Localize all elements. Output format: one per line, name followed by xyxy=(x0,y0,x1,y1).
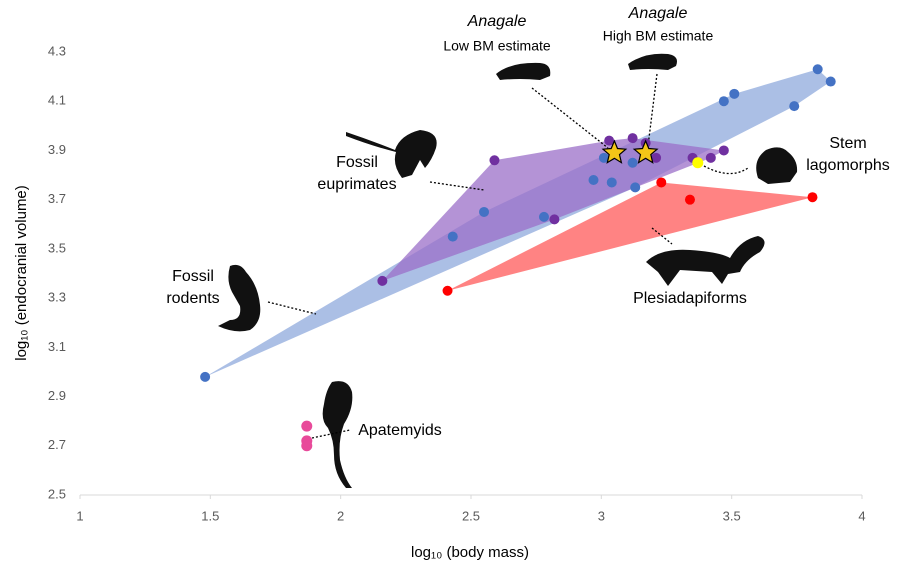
x-tick-label: 3 xyxy=(598,508,605,523)
skull-low xyxy=(496,63,550,80)
annotation: High BM estimate xyxy=(603,28,714,44)
point xyxy=(685,195,695,205)
y-axis-title: log₁₀ (endocranial volume) xyxy=(13,185,30,361)
point xyxy=(200,372,210,382)
point xyxy=(706,153,716,163)
x-axis-title: log₁₀ (body mass) xyxy=(411,544,529,561)
point xyxy=(656,177,666,187)
plesiadapiform-silhouette xyxy=(646,236,765,286)
annotation: Fossil xyxy=(336,154,378,171)
point xyxy=(479,207,489,217)
annotation: Low BM estimate xyxy=(443,38,551,54)
annotation: euprimates xyxy=(317,176,396,193)
y-tick-label: 3.1 xyxy=(48,339,66,354)
point xyxy=(826,77,836,87)
leader xyxy=(532,88,608,148)
y-tick-label: 2.5 xyxy=(48,486,66,501)
point xyxy=(489,155,499,165)
apatemyid-silhouette xyxy=(323,381,353,488)
point xyxy=(719,96,729,106)
point xyxy=(539,212,549,222)
annotation: lagomorphs xyxy=(806,157,890,174)
point xyxy=(448,232,458,242)
annotation: Stem xyxy=(829,135,866,152)
x-tick-label: 1.5 xyxy=(201,508,219,523)
y-tick-label: 2.9 xyxy=(48,388,66,403)
annotation: Fossil xyxy=(172,268,214,285)
point xyxy=(628,158,638,168)
point xyxy=(628,133,638,143)
y-tick-label: 4.1 xyxy=(48,93,66,108)
annotation: Plesiadapiforms xyxy=(633,290,747,307)
point xyxy=(443,286,453,296)
point xyxy=(549,214,559,224)
y-tick-label: 3.9 xyxy=(48,142,66,157)
leader xyxy=(268,302,316,314)
annotation: rodents xyxy=(166,290,219,307)
x-tick-label: 1 xyxy=(76,508,83,523)
y-tick-label: 3.7 xyxy=(48,191,66,206)
x-tick-label: 2.5 xyxy=(462,508,480,523)
x-tick-label: 3.5 xyxy=(723,508,741,523)
point xyxy=(301,421,312,432)
annotation: Anagale xyxy=(628,5,688,22)
point xyxy=(789,101,799,111)
x-tick-label: 4 xyxy=(858,508,865,523)
hull-layer xyxy=(205,69,831,377)
x-tick-label: 2 xyxy=(337,508,344,523)
y-tick-label: 4.3 xyxy=(48,43,66,58)
y-tick-label: 3.5 xyxy=(48,240,66,255)
annotation: Anagale xyxy=(467,13,527,30)
lagomorph-silhouette xyxy=(756,147,797,184)
point xyxy=(301,440,312,451)
point xyxy=(729,89,739,99)
point xyxy=(719,145,729,155)
point xyxy=(813,64,823,74)
leader xyxy=(704,166,748,174)
point xyxy=(807,192,817,202)
y-tick-label: 2.7 xyxy=(48,437,66,452)
point xyxy=(377,276,387,286)
y-tick-label: 3.3 xyxy=(48,290,66,305)
point xyxy=(692,157,703,168)
point xyxy=(589,175,599,185)
annotation: Apatemyids xyxy=(358,422,442,439)
point xyxy=(607,177,617,187)
chart: Anagale Low BM estimate Anagale High BM … xyxy=(0,0,899,570)
rodent-silhouette xyxy=(218,265,260,331)
point xyxy=(630,182,640,192)
skull-high xyxy=(628,54,677,70)
